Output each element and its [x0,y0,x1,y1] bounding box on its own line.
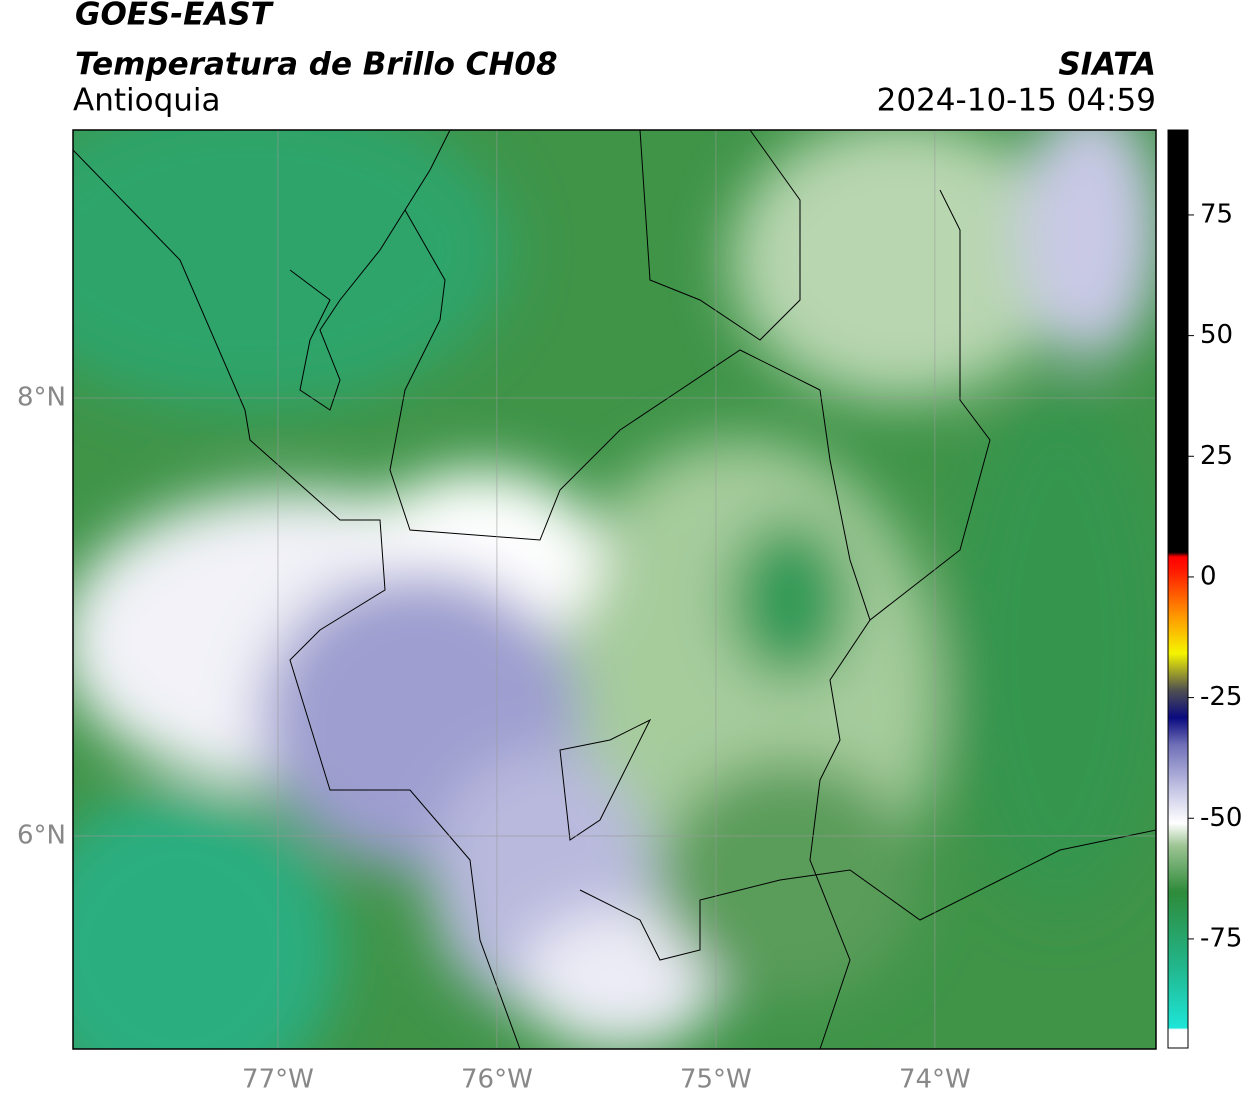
x-tick-label: 74°W [899,1065,971,1095]
y-tick-label: 6°N [17,820,66,850]
colorbar-tick-label: 50 [1200,320,1233,350]
colorbar-tick-label: -25 [1200,682,1242,712]
source: SIATA [1058,47,1156,83]
colorbar-tick-label: 0 [1200,561,1217,591]
colorbar-tick-label: 25 [1200,441,1233,471]
map-field [73,130,1156,1049]
subtitle: Temperatura de Brillo CH08 [75,47,558,83]
x-tick-label: 75°W [680,1065,752,1095]
region: Antioquia [73,83,221,119]
y-tick-label: 8°N [17,383,66,413]
graticule [73,130,1156,1049]
colorbar-tick-label: -75 [1200,923,1242,953]
colorbar-tick-label: 75 [1200,199,1233,229]
map-frame [72,129,1157,1050]
datetime: 2024-10-15 04:59 [877,83,1156,119]
title: GOES-EAST [75,0,275,33]
colorbar-tick-label: -50 [1200,803,1242,833]
x-tick-label: 77°W [242,1065,314,1095]
colorbar [1167,129,1189,1049]
x-tick-label: 76°W [461,1065,533,1095]
